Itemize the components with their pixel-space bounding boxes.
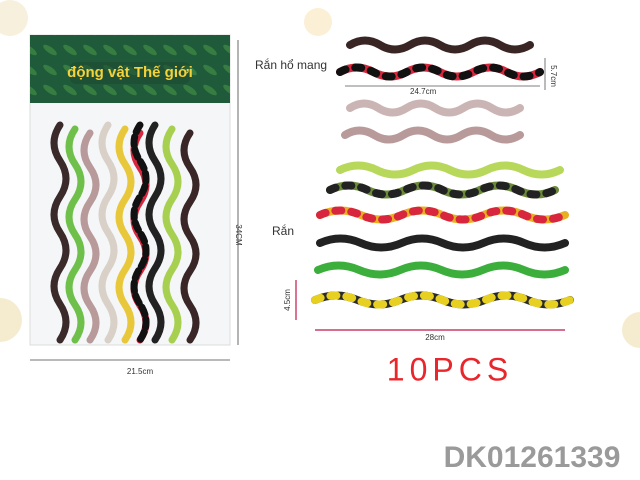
sku: DK01261339 xyxy=(444,441,621,474)
snake xyxy=(316,206,569,224)
snake xyxy=(336,63,544,81)
package-snakes xyxy=(50,121,200,344)
snake xyxy=(180,129,200,344)
snake xyxy=(346,99,524,117)
package-title: động vật Thế giới xyxy=(67,64,193,81)
snake-width: 4.5cm xyxy=(283,289,292,311)
snake xyxy=(314,261,569,279)
snake xyxy=(115,125,135,344)
snake xyxy=(316,234,569,252)
decor-circle xyxy=(304,8,332,36)
cobra-label: Rắn hổ mang xyxy=(255,57,327,72)
decor-circle xyxy=(0,298,22,342)
package-width: 21.5cm xyxy=(127,367,154,376)
package-height: 34CM xyxy=(234,224,243,246)
snake xyxy=(80,129,100,344)
snake xyxy=(311,291,574,309)
decor-circle xyxy=(0,0,28,36)
snake xyxy=(130,121,150,344)
snake xyxy=(326,181,559,199)
snake xyxy=(162,125,182,344)
loose-snakes xyxy=(311,36,574,309)
snake-label: Rắn xyxy=(272,223,294,238)
piece-count: 10PCS xyxy=(387,351,513,387)
snake xyxy=(65,125,85,344)
snake xyxy=(50,121,70,344)
decor-circle xyxy=(622,312,640,348)
snake xyxy=(346,36,534,54)
cobra-length: 24.7cm xyxy=(410,87,437,96)
title-backdrop xyxy=(70,62,190,84)
snake xyxy=(341,126,524,144)
cobra-width: 5.7cm xyxy=(549,65,558,87)
snake-length: 28cm xyxy=(425,333,445,342)
snake xyxy=(145,121,165,344)
snake xyxy=(98,121,118,344)
snake xyxy=(336,161,564,179)
